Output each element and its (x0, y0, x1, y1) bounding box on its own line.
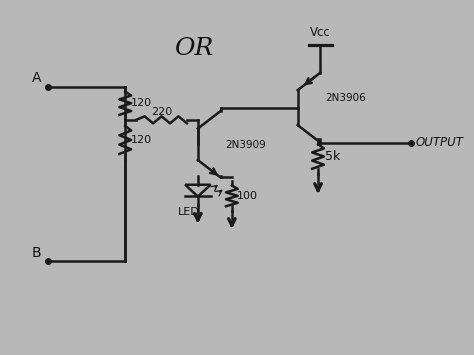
Text: 100: 100 (237, 191, 258, 201)
Text: 5k: 5k (325, 150, 340, 163)
Text: A: A (32, 71, 41, 85)
Text: 120: 120 (131, 135, 152, 145)
Text: B: B (32, 246, 41, 260)
Text: OR: OR (173, 37, 213, 60)
Text: 2N3909: 2N3909 (225, 140, 266, 150)
Text: LED: LED (177, 207, 199, 217)
Text: 120: 120 (131, 98, 152, 108)
Text: Vcc: Vcc (310, 26, 331, 39)
Text: OUTPUT: OUTPUT (416, 136, 464, 149)
Text: 2N3906: 2N3906 (325, 93, 365, 103)
Text: 220: 220 (151, 106, 172, 116)
